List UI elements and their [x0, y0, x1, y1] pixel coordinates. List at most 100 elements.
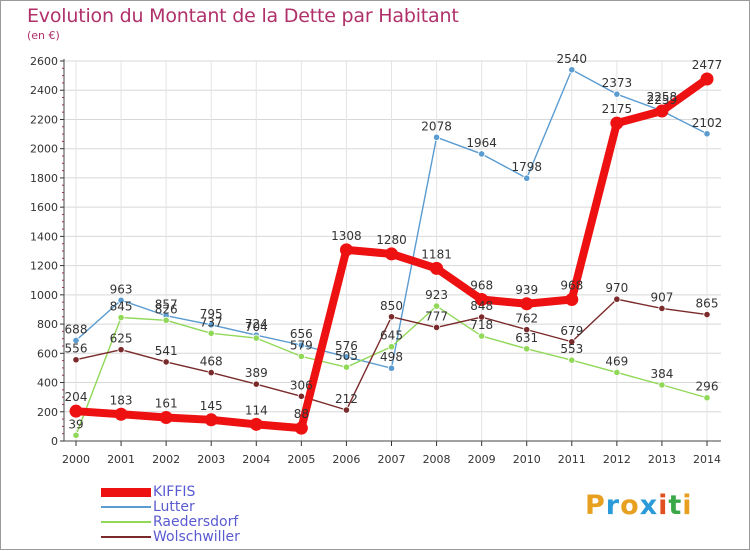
data-label-raedersdorf: 923	[425, 288, 448, 302]
data-point-raedersdorf	[207, 329, 215, 337]
legend-swatch-kiffis	[101, 487, 151, 497]
y-tick-label: 1200	[30, 260, 58, 273]
y-tick-label: 2400	[30, 84, 58, 97]
legend-item-wolschwiller: Wolschwiller	[101, 530, 240, 544]
legend-item-kiffis: KIFFIS	[101, 485, 195, 499]
data-label-lutter: 576	[335, 339, 358, 353]
data-label-kiffis: 2477	[692, 58, 723, 72]
data-label-wolschwiller: 907	[650, 290, 673, 304]
legend-label-raedersdorf: Raedersdorf	[153, 514, 239, 530]
data-point-raedersdorf	[432, 302, 441, 310]
data-label-wolschwiller: 762	[515, 312, 538, 326]
y-tick-label: 2200	[30, 113, 58, 126]
data-label-wolschwiller: 679	[560, 324, 583, 338]
y-tick-label: 2000	[30, 143, 58, 156]
data-point-wolschwiller	[568, 338, 576, 346]
data-label-raedersdorf: 718	[470, 318, 493, 332]
x-tick-label: 2005	[287, 453, 315, 466]
legend-label-kiffis: KIFFIS	[153, 484, 196, 500]
data-point-raedersdorf	[387, 343, 396, 351]
data-label-kiffis: 939	[515, 283, 538, 297]
data-label-lutter: 656	[290, 327, 313, 341]
x-tick-label: 2014	[693, 453, 721, 466]
data-point-wolschwiller	[162, 358, 170, 366]
legend-label-wolschwiller: Wolschwiller	[153, 529, 240, 545]
data-point-kiffis	[520, 297, 534, 311]
data-point-kiffis	[475, 293, 489, 307]
data-label-kiffis: 114	[245, 403, 268, 417]
x-tick-label: 2003	[197, 453, 225, 466]
brand-letter: P	[585, 490, 606, 521]
data-point-lutter	[523, 174, 531, 182]
data-point-kiffis	[430, 261, 444, 275]
data-label-wolschwiller: 212	[335, 392, 358, 406]
data-label-lutter: 688	[65, 322, 88, 336]
data-point-raedersdorf	[568, 356, 576, 364]
brand-letter: t	[668, 490, 683, 521]
data-point-raedersdorf	[342, 363, 351, 371]
data-point-wolschwiller	[387, 313, 396, 321]
chart-legend: KIFFIS Lutter Raedersdorf Wolschwiller	[101, 485, 301, 549]
x-tick-label: 2004	[242, 453, 270, 466]
data-label-raedersdorf: 737	[200, 315, 223, 329]
data-point-kiffis	[339, 243, 353, 257]
data-label-raedersdorf: 469	[605, 354, 628, 368]
data-label-raedersdorf: 631	[515, 331, 538, 345]
data-point-raedersdorf	[703, 394, 711, 402]
legend-item-raedersdorf: Raedersdorf	[101, 515, 238, 529]
x-tick-label: 2010	[513, 453, 541, 466]
data-point-lutter	[72, 336, 80, 345]
data-point-wolschwiller	[432, 323, 441, 332]
data-point-raedersdorf	[478, 332, 486, 340]
data-point-wolschwiller	[117, 346, 125, 354]
data-label-kiffis: 183	[110, 393, 133, 407]
data-label-wolschwiller: 970	[605, 281, 628, 295]
y-tick-label: 200	[37, 406, 58, 419]
data-point-wolschwiller	[297, 392, 305, 400]
y-tick-label: 0	[51, 435, 58, 448]
y-tick-label: 2600	[30, 55, 58, 68]
data-label-kiffis: 2258	[647, 90, 678, 104]
y-tick-label: 1000	[30, 289, 58, 302]
data-label-kiffis: 1280	[376, 233, 407, 247]
data-point-kiffis	[385, 247, 398, 261]
data-label-wolschwiller: 848	[470, 299, 493, 313]
data-label-raedersdorf: 845	[110, 300, 133, 314]
data-point-wolschwiller	[478, 313, 486, 321]
y-tick-label: 1600	[30, 201, 58, 214]
data-point-wolschwiller	[703, 310, 711, 319]
data-label-raedersdorf: 553	[560, 342, 583, 356]
data-label-wolschwiller: 777	[425, 309, 448, 323]
data-label-raedersdorf: 579	[290, 338, 313, 352]
data-label-raedersdorf: 296	[696, 380, 719, 394]
data-point-lutter	[297, 341, 305, 349]
data-label-raedersdorf: 826	[155, 302, 178, 316]
x-tick-label: 2000	[62, 453, 90, 466]
data-point-lutter	[342, 353, 351, 361]
data-point-raedersdorf	[297, 352, 305, 360]
data-point-kiffis	[204, 413, 218, 427]
data-point-wolschwiller	[523, 326, 531, 334]
y-tick-label: 400	[37, 377, 58, 390]
data-label-wolschwiller: 389	[245, 366, 268, 380]
data-point-wolschwiller	[613, 295, 621, 303]
data-point-raedersdorf	[72, 431, 80, 439]
data-label-wolschwiller: 541	[155, 344, 178, 358]
x-tick-label: 2012	[603, 453, 631, 466]
data-point-lutter	[703, 130, 711, 138]
proxiti-logo: Proxiti	[585, 490, 693, 521]
data-point-raedersdorf	[162, 316, 170, 324]
data-point-raedersdorf	[523, 345, 531, 353]
data-label-lutter: 2259	[647, 93, 678, 107]
brand-letter: x	[639, 490, 659, 521]
x-tick-label: 2008	[423, 453, 451, 466]
legend-swatch-raedersdorf	[101, 521, 151, 523]
data-label-raedersdorf: 704	[245, 320, 268, 334]
data-label-lutter: 2078	[421, 119, 452, 133]
data-point-lutter	[207, 321, 215, 329]
legend-swatch-lutter	[101, 506, 151, 508]
data-label-raedersdorf: 39	[68, 417, 83, 431]
data-point-kiffis	[610, 116, 624, 130]
data-point-kiffis	[159, 410, 173, 424]
